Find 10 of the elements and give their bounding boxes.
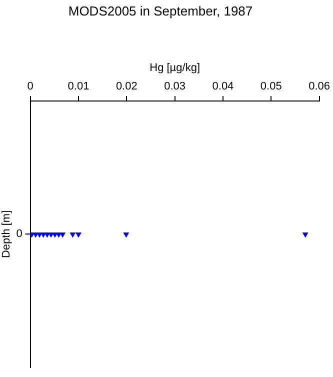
x-tick-label: 0.05 [260, 80, 282, 92]
x-tick-label: 0.06 [308, 80, 330, 92]
x-tick-label: 0.02 [116, 80, 138, 92]
y-axis-title: Depth [m] [0, 210, 13, 258]
x-tick-label: 0.03 [164, 80, 186, 92]
x-tick-label: 0.04 [212, 80, 234, 92]
chart-title: MODS2005 in September, 1987 [68, 3, 253, 18]
x-tick-label: 0 [27, 80, 34, 92]
x-axis-title: Hg [µg/kg] [150, 62, 200, 74]
x-tick-label: 0.01 [68, 80, 90, 92]
